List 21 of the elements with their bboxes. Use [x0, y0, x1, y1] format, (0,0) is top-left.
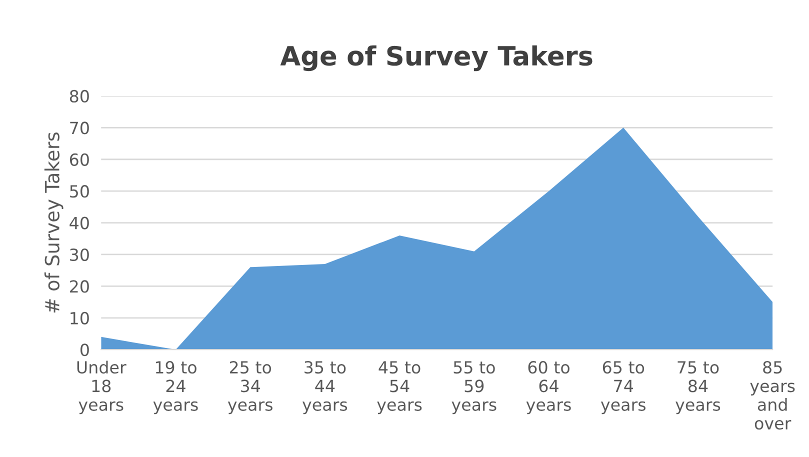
x-tick-label: 60 to 64 years [526, 361, 571, 414]
x-tick-label: 65 to 74 years [600, 361, 646, 414]
chart-title: Age of Survey Takers [280, 45, 592, 72]
x-tick-label: Under 18 years [77, 360, 126, 414]
x-tick-label: 25 to 34 years [228, 361, 272, 414]
x-tick-label: 55 to 59 years [452, 361, 496, 414]
y-tick-label: 30 [70, 248, 89, 262]
x-tick-label: 75 to 84 years [676, 361, 720, 414]
y-tick-label: 10 [70, 312, 89, 324]
y-axis-title: # of Survey Takers [44, 132, 64, 313]
x-tick-label: 85 years and over [750, 361, 795, 430]
y-tick-label: 60 [70, 153, 89, 166]
y-tick-label: 80 [70, 90, 89, 103]
y-tick-label: 20 [70, 280, 89, 293]
y-tick-label: 40 [70, 216, 89, 230]
x-tick-label: 19 to 24 years [153, 361, 198, 414]
y-tick-label: 50 [70, 185, 89, 198]
y-tick-label: 70 [70, 122, 89, 134]
y-tick-label: 0 [80, 344, 89, 356]
x-tick-label: 35 to 44 years [302, 361, 348, 414]
x-tick-label: 45 to 54 years [377, 361, 422, 414]
